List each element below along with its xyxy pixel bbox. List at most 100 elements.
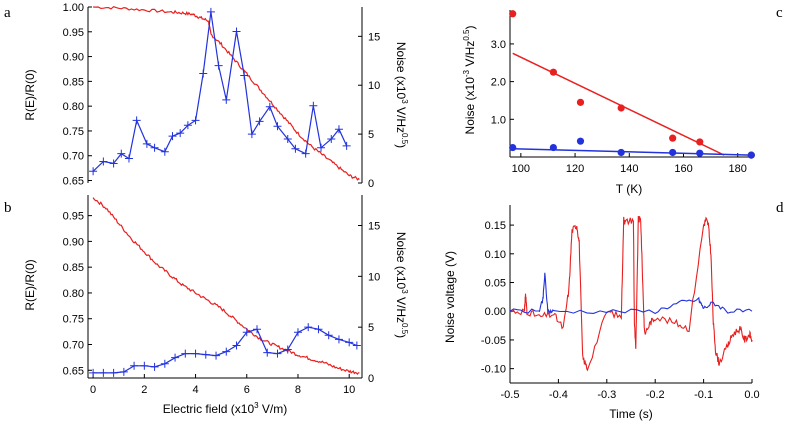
- b-noise-point: [181, 349, 190, 358]
- panel-label-d: d: [776, 200, 784, 216]
- left-tick-label: 0.75: [63, 314, 84, 326]
- c-x-tick-label: 100: [512, 163, 530, 175]
- panel-c-series: [509, 10, 755, 159]
- a-noise-line: [92, 11, 348, 172]
- b-resistance-line: [92, 197, 360, 376]
- b-noise-point: [130, 361, 139, 370]
- b-noise-point: [119, 367, 128, 376]
- c-point-red: [509, 10, 517, 18]
- c-point-red: [576, 98, 585, 106]
- noise-unit-exponent-2: 0.5: [400, 323, 409, 335]
- x-tick-label: 4: [192, 384, 198, 396]
- right-tick-label: 0: [368, 373, 374, 385]
- c-fit-line-blue: [512, 147, 752, 156]
- a-noise-point: [168, 132, 177, 141]
- panel-b-left-axis-label: R(E)/R(0): [23, 259, 37, 310]
- a-noise-point: [327, 135, 336, 143]
- panel-b-series: [89, 197, 361, 377]
- c-point-blue: [509, 143, 517, 152]
- panel-a: 0.65 0.70 0.75 0.80 0.85 0.90 0.95 1.00 0 5 10 15 R…: [23, 2, 409, 190]
- right-tick-label: 10: [368, 271, 380, 283]
- noise-unit-suffix: ): [394, 144, 408, 148]
- c-point-red: [696, 138, 704, 146]
- c-point-blue: [617, 148, 625, 157]
- b-noise-point: [304, 323, 313, 332]
- left-tick-label: 0.95: [63, 211, 84, 223]
- b-noise-point: [352, 341, 361, 350]
- b-noise-point: [314, 325, 323, 334]
- c-unit-prefix: Noise (x10: [463, 77, 477, 135]
- right-tick-label: 15: [368, 221, 380, 233]
- b-noise-point: [99, 368, 108, 377]
- left-tick-label: 0.85: [63, 262, 84, 274]
- right-tick-label: 0: [368, 178, 374, 190]
- b-noise-point: [345, 338, 354, 347]
- b-noise-point: [89, 368, 98, 377]
- a-resistance-line: [93, 6, 360, 181]
- d-y-tick-label: 0.00: [485, 306, 506, 318]
- a-noise-point: [317, 143, 326, 152]
- noise-unit-suffix: ): [394, 334, 408, 338]
- b-noise-point: [324, 331, 333, 340]
- panel-b-x-axis-label: Electric field (x103 V/m): [163, 401, 288, 416]
- a-noise-point: [247, 130, 256, 139]
- left-tick-label: 0.90: [63, 236, 84, 248]
- d-x-tick-label: -0.4: [549, 389, 568, 401]
- b-noise-point: [232, 341, 241, 350]
- c-point-red: [617, 104, 625, 112]
- b-noise-point: [334, 335, 343, 344]
- c-point-blue: [669, 148, 677, 157]
- panel-label-b: b: [4, 200, 12, 216]
- noise-unit-middle: V/Hz: [394, 104, 408, 133]
- left-tick-label: 0.80: [63, 288, 84, 300]
- a-noise-point: [117, 149, 126, 158]
- panel-b: 0.65 0.70 0.75 0.80 0.85 0.90 0.95 0 5 10 15 0 2 4 6 8 1…: [23, 195, 409, 416]
- left-tick-label: 0.70: [63, 339, 84, 351]
- panel-d-ticks: -0.10 -0.05 0.00 0.05 0.10 0.15 -0.5 -0.4 -0.3 -0…: [481, 220, 760, 401]
- a-noise-point: [206, 7, 215, 16]
- a-noise-point: [232, 27, 241, 36]
- a-noise-point: [99, 157, 108, 166]
- c-point-red: [549, 68, 557, 76]
- right-tick-label: 15: [368, 31, 380, 43]
- x-tick-label: 8: [295, 384, 301, 396]
- b-noise-point: [212, 351, 221, 360]
- left-tick-label: 0.75: [63, 126, 84, 138]
- a-noise-point: [240, 71, 249, 80]
- a-noise-point: [124, 154, 133, 163]
- left-tick-label: 0.90: [63, 52, 84, 64]
- b-noise-point: [263, 348, 272, 357]
- noise-unit-exponent: 3: [400, 289, 409, 294]
- panel-d-x-axis-label: Time (s): [609, 407, 653, 421]
- b-noise-point: [171, 353, 180, 362]
- a-noise-point: [265, 102, 274, 111]
- a-noise-point: [109, 159, 118, 168]
- c-unit-suffix: ): [463, 26, 477, 30]
- noise-unit-exponent: 3: [400, 99, 409, 104]
- panel-b-ticks: 0.65 0.70 0.75 0.80 0.85 0.90 0.95 0 5 10 15 0 2 4 6 8 1…: [63, 211, 381, 396]
- left-tick-label: 0.95: [63, 27, 84, 39]
- d-x-tick-label: 0.0: [744, 389, 759, 401]
- b-noise-point: [150, 362, 159, 371]
- c-unit-exponent: -3: [462, 69, 471, 77]
- panel-label-c: c: [776, 5, 783, 21]
- panel-a-left-axis-label: R(E)/R(0): [23, 69, 37, 120]
- left-tick-label: 0.70: [63, 151, 84, 163]
- b-noise-point: [109, 368, 118, 377]
- efield-unit-suffix: V/m): [259, 402, 288, 416]
- a-noise-point: [334, 125, 343, 134]
- d-x-tick-label: -0.2: [646, 389, 665, 401]
- b-noise-point: [293, 328, 302, 337]
- panel-a-series: [89, 6, 360, 181]
- d-y-tick-label: 0.05: [485, 278, 506, 290]
- a-noise-point: [301, 149, 310, 158]
- left-tick-label: 0.85: [63, 76, 84, 88]
- a-noise-point: [176, 129, 185, 138]
- right-tick-label: 5: [368, 322, 374, 334]
- d-x-tick-label: -0.1: [694, 389, 713, 401]
- c-point-red: [669, 134, 677, 142]
- b-noise-point: [273, 349, 282, 358]
- panel-a-right-axis-label: Noise (x103 V/Hz0.5): [394, 42, 409, 148]
- right-tick-label: 10: [368, 80, 380, 92]
